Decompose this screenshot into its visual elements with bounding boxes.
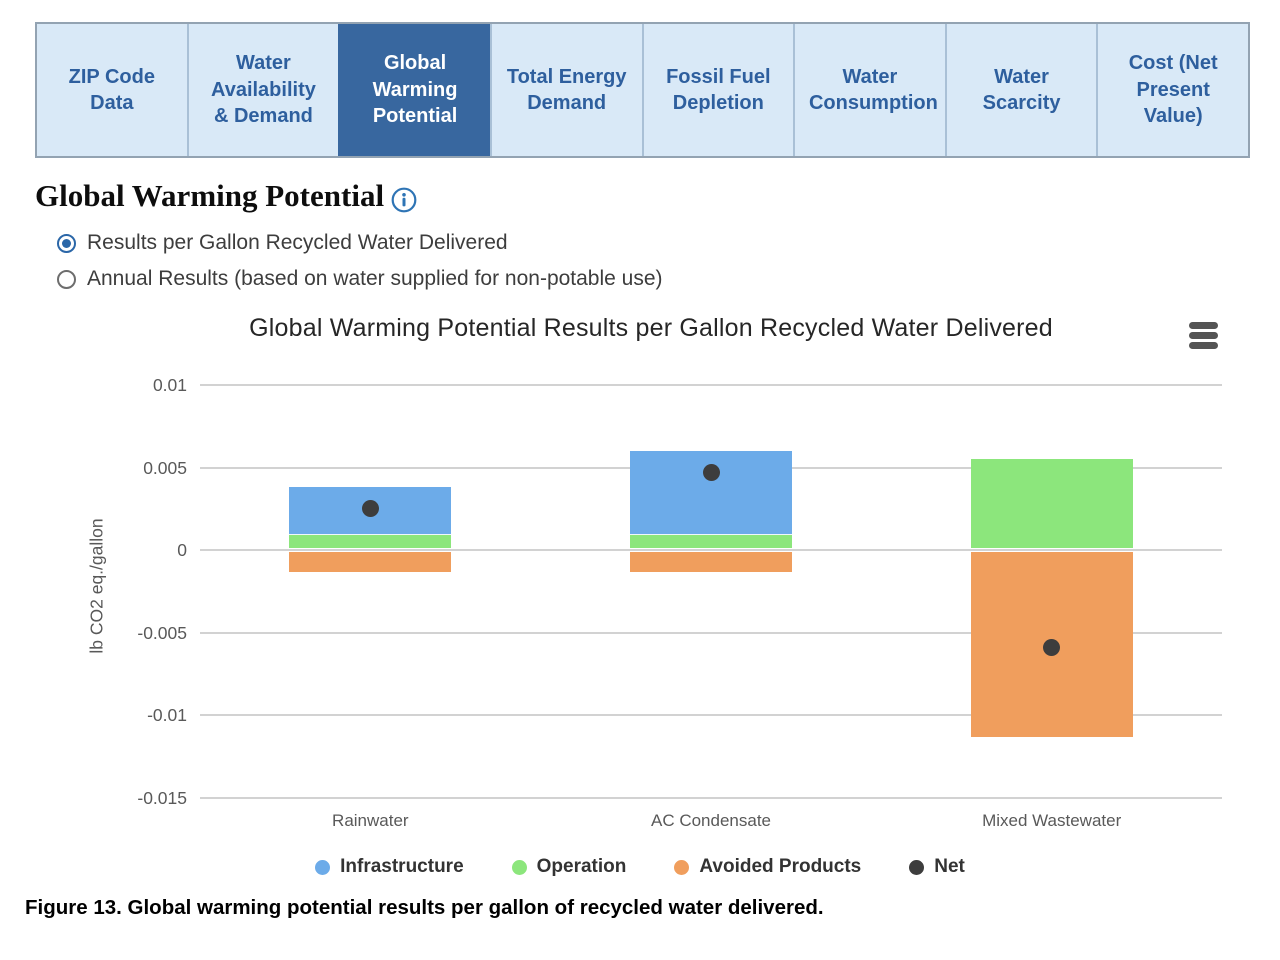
legend-label: Net <box>934 856 965 877</box>
gridline <box>200 384 1222 386</box>
tab-label: Water Consumption <box>808 65 938 114</box>
info-icon[interactable] <box>391 185 417 212</box>
legend-item-net[interactable]: Net <box>909 856 965 878</box>
page-title: Global Warming Potential <box>35 178 417 214</box>
tab-label: Fossil Fuel Depletion <box>666 65 771 114</box>
y-tick-label: 0.005 <box>143 457 187 478</box>
bar-segment-operation <box>970 458 1133 549</box>
radio-per-gallon-results[interactable]: Results per Gallon Recycled Water Delive… <box>57 230 663 256</box>
radio-unselected-icon <box>57 269 76 289</box>
legend-item-avoided-products[interactable]: Avoided Products <box>674 856 861 878</box>
tab-water-scarcity[interactable]: Water Scarcity <box>944 24 1097 156</box>
tab-bar: ZIP Code Data Water Availability & Deman… <box>35 22 1250 158</box>
x-axis-label: AC Condensate <box>650 811 772 830</box>
page-title-text: Global Warming Potential <box>35 178 385 213</box>
net-marker <box>1043 639 1061 657</box>
legend-dot-icon <box>511 859 527 875</box>
tab-fossil-fuel-depletion[interactable]: Fossil Fuel Depletion <box>641 24 794 156</box>
radio-label: Results per Gallon Recycled Water Delive… <box>87 231 508 254</box>
gridline <box>200 714 1222 717</box>
x-axis-label: Mixed Wastewater <box>982 811 1122 830</box>
tab-label: Global Warming Potential <box>372 52 458 128</box>
legend-dot-icon <box>315 859 331 875</box>
legend-label: Operation <box>536 856 627 877</box>
legend-dot-icon <box>909 859 925 875</box>
y-tick-label: -0.015 <box>137 788 187 808</box>
gridline <box>200 797 1222 799</box>
menu-bar <box>1189 332 1218 339</box>
tab-cost-net-present-value[interactable]: Cost (Net Present Value) <box>1096 24 1248 156</box>
net-marker <box>361 500 379 518</box>
chart-legend: Infrastructure Operation Avoided Product… <box>0 856 1280 878</box>
bar-segment-avoided-products <box>630 552 792 572</box>
legend-item-operation[interactable]: Operation <box>511 856 627 878</box>
y-tick-label: -0.01 <box>147 705 187 726</box>
legend-label: Avoided Products <box>699 856 862 877</box>
legend-label: Infrastructure <box>340 856 464 877</box>
gridline <box>200 549 1222 552</box>
radio-selected-icon <box>57 233 76 253</box>
tab-label: Water Availability & Demand <box>211 52 316 128</box>
y-tick-label: -0.005 <box>137 622 187 643</box>
y-axis-labels: 0.01 0.005 0 -0.005 -0.01 -0.015 <box>75 375 187 808</box>
results-mode-radio-group: Results per Gallon Recycled Water Delive… <box>57 230 663 302</box>
gridline <box>200 631 1222 634</box>
menu-bar <box>1189 322 1218 329</box>
plot-area: Rainwater AC Condensate Mixed Wastewater <box>200 384 1222 830</box>
bar-segment-avoided-products <box>289 552 452 572</box>
menu-bar <box>1189 342 1218 349</box>
tab-label: Water Scarcity <box>982 65 1061 114</box>
net-marker <box>702 464 720 482</box>
hamburger-menu-icon[interactable] <box>1189 322 1219 349</box>
tab-label: Cost (Net Present Value) <box>1128 52 1218 128</box>
x-axis-label: Rainwater <box>332 811 409 830</box>
y-tick-label: 0.01 <box>152 375 187 395</box>
legend-item-infrastructure[interactable]: Infrastructure <box>315 856 464 878</box>
tab-total-energy-demand[interactable]: Total Energy Demand <box>489 24 642 156</box>
bar-segment-operation <box>289 534 452 549</box>
legend-dot-icon <box>674 859 690 875</box>
tab-water-consumption[interactable]: Water Consumption <box>793 24 945 156</box>
chart-title: Global Warming Potential Results per Gal… <box>249 314 1053 342</box>
tab-label: ZIP Code Data <box>68 65 155 114</box>
radio-annual-results[interactable]: Annual Results (based on water supplied … <box>57 266 663 292</box>
bar-segment-operation <box>630 534 792 549</box>
y-tick-label: 0 <box>177 540 187 561</box>
y-axis-title: lb CO2 eq./gallon <box>86 518 107 654</box>
tab-water-availability-demand[interactable]: Water Availability & Demand <box>186 24 339 156</box>
radio-label: Annual Results (based on water supplied … <box>87 267 663 290</box>
tab-global-warming-potential[interactable]: Global Warming Potential <box>338 24 490 156</box>
tab-label: Total Energy Demand <box>506 65 627 114</box>
tab-zip-code-data[interactable]: ZIP Code Data <box>37 24 187 156</box>
figure-caption: Figure 13. Global warming potential resu… <box>25 896 824 919</box>
